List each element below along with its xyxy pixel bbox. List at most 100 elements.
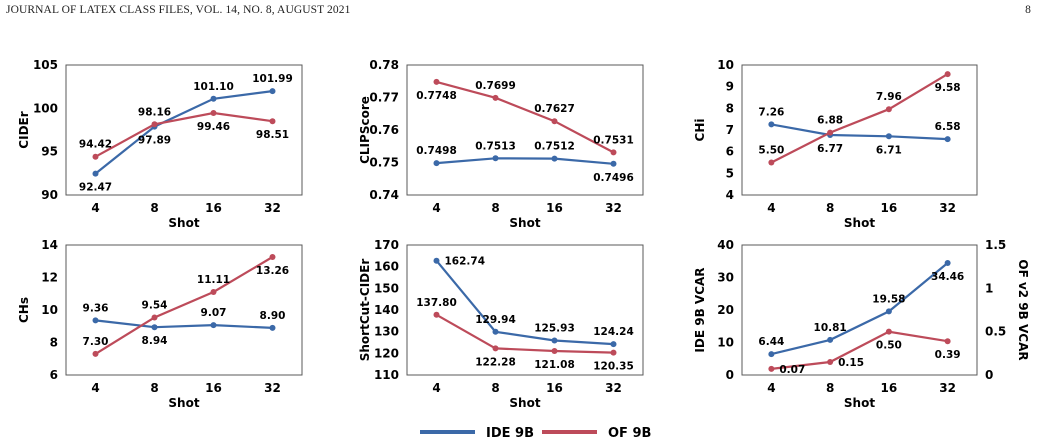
x-axis-label: Shot	[844, 216, 875, 230]
data-label-ide-9b: 6.44	[758, 336, 784, 348]
data-point-ide-9b	[768, 351, 775, 358]
x-tick-label: 32	[605, 201, 622, 215]
y-tick-label: 0.75	[369, 156, 399, 170]
data-point-of-9b	[610, 149, 617, 156]
x-tick-label: 32	[264, 381, 281, 395]
legend: IDE 9B OF 9B	[420, 426, 651, 441]
y-tick-label: 0.78	[369, 58, 399, 72]
data-label-ide-9b: 6.58	[935, 121, 961, 133]
x-tick-label: 16	[546, 201, 563, 215]
data-point-of-9b	[92, 350, 99, 357]
plot-frame	[741, 244, 978, 376]
data-point-of-9b	[433, 78, 440, 85]
page-number: 8	[1025, 4, 1031, 16]
data-label-of-9b: 99.46	[197, 121, 230, 133]
data-point-of-9b	[269, 254, 276, 261]
data-point-ide-9b	[885, 308, 892, 315]
data-label-ide-9b: 0.7513	[475, 140, 516, 152]
y-tick-label: 4	[726, 188, 734, 202]
series-line-of-9b	[771, 330, 948, 370]
legend-label-ide-9b: IDE 9B	[486, 426, 534, 441]
x-tick-label: 4	[767, 381, 775, 395]
chart-cider: 90 95 100 105 4 8 16 32 Shot CIDEr 92.47 97.89 101.1…	[17, 58, 303, 230]
data-label-ide-9b: 9.07	[201, 307, 227, 319]
data-point-of-9b	[551, 347, 558, 354]
data-label-ide-9b: 0.7498	[416, 145, 457, 157]
data-label-of-9b: 5.50	[758, 145, 784, 157]
data-point-ide-9b	[944, 136, 951, 143]
data-point-of-9b	[885, 106, 892, 113]
data-label-of-9b: 0.7531	[593, 134, 634, 146]
data-label-of-9b: 120.35	[593, 361, 634, 373]
y-tick-label: 160	[374, 260, 399, 274]
data-point-ide-9b	[492, 328, 499, 335]
y-tick-label: 10	[717, 336, 734, 350]
y-tick-label: 5	[726, 166, 734, 180]
y2-tick-label: 0	[985, 368, 993, 382]
data-point-ide-9b	[433, 160, 440, 167]
data-label-ide-9b: 6.77	[817, 143, 843, 155]
data-label-ide-9b: 7.26	[758, 106, 784, 118]
y-axis-label: IDE 9B VCAR	[693, 267, 707, 352]
data-point-of-9b	[151, 121, 158, 128]
data-point-of-9b	[210, 288, 217, 295]
x-tick-label: 8	[150, 381, 158, 395]
x-axis-label: Shot	[168, 396, 199, 410]
series-line-ide-9b	[771, 123, 948, 141]
data-point-ide-9b	[551, 337, 558, 344]
y-tick-label: 100	[33, 101, 58, 115]
y-tick-label: 8	[50, 336, 58, 350]
x-axis-label: Shot	[844, 396, 875, 410]
x-tick-label: 8	[491, 381, 499, 395]
data-label-ide-9b: 101.10	[193, 81, 234, 93]
data-point-of-9b	[885, 328, 892, 335]
legend-label-of-9b: OF 9B	[608, 426, 651, 441]
y2-tick-label: 1.5	[985, 238, 1006, 252]
x-axis-label: Shot	[168, 216, 199, 230]
series-line-ide-9b	[435, 259, 614, 346]
x-tick-label: 32	[939, 381, 956, 395]
data-label-of-9b: 0.7627	[534, 103, 575, 115]
data-label-ide-9b: 0.7496	[593, 172, 634, 184]
x-tick-label: 4	[91, 381, 99, 395]
y-tick-label: 20	[717, 303, 734, 317]
data-point-of-9b	[610, 349, 617, 356]
data-point-of-9b	[827, 129, 834, 136]
series-line-of-9b	[436, 80, 615, 154]
x-axis-label: Shot	[509, 216, 540, 230]
data-point-of-9b	[151, 314, 158, 321]
data-label-of-9b: 7.30	[83, 336, 109, 348]
x-tick-label: 8	[826, 381, 834, 395]
data-label-of-9b: 7.96	[876, 91, 902, 103]
data-point-ide-9b	[610, 160, 617, 167]
data-point-of-9b	[433, 311, 440, 318]
plot-frame	[65, 64, 303, 196]
y-tick-label: 40	[717, 238, 734, 252]
data-label-of-9b: 98.51	[256, 129, 289, 141]
x-tick-label: 16	[546, 381, 563, 395]
y-axis-label: CLIPScore	[358, 96, 372, 164]
data-label-of-9b: 0.50	[876, 340, 902, 352]
series-line-ide-9b	[771, 262, 949, 356]
series-line-ide-9b	[95, 319, 273, 329]
data-label-ide-9b: 97.89	[138, 135, 171, 147]
page-header-title: JOURNAL OF LATEX CLASS FILES, VOL. 14, N…	[6, 4, 351, 16]
data-point-ide-9b	[92, 170, 99, 177]
x-tick-label: 8	[150, 201, 158, 215]
plot-frame	[741, 64, 978, 196]
data-point-of-9b	[92, 153, 99, 160]
chart-chs: 6 8 10 12 14 4 8 16 32 Shot CHs 9.36 8.94 9.07 8.90 7.3…	[17, 238, 303, 410]
series-line-ide-9b	[94, 90, 273, 175]
y-tick-label: 140	[374, 303, 399, 317]
series-line-of-9b	[770, 73, 949, 164]
chart-shortcut-cider: 110 120 130 140 150 160 170 4 8 16 32 Shot ShortCut-…	[358, 238, 644, 410]
x-tick-label: 16	[205, 381, 222, 395]
y-tick-label: 6	[50, 368, 58, 382]
data-label-of-9b: 11.11	[197, 274, 230, 286]
data-point-of-9b	[944, 71, 951, 78]
x-tick-label: 32	[939, 201, 956, 215]
data-point-ide-9b	[610, 341, 617, 348]
x-tick-label: 16	[205, 201, 222, 215]
data-label-ide-9b: 8.90	[260, 310, 286, 322]
